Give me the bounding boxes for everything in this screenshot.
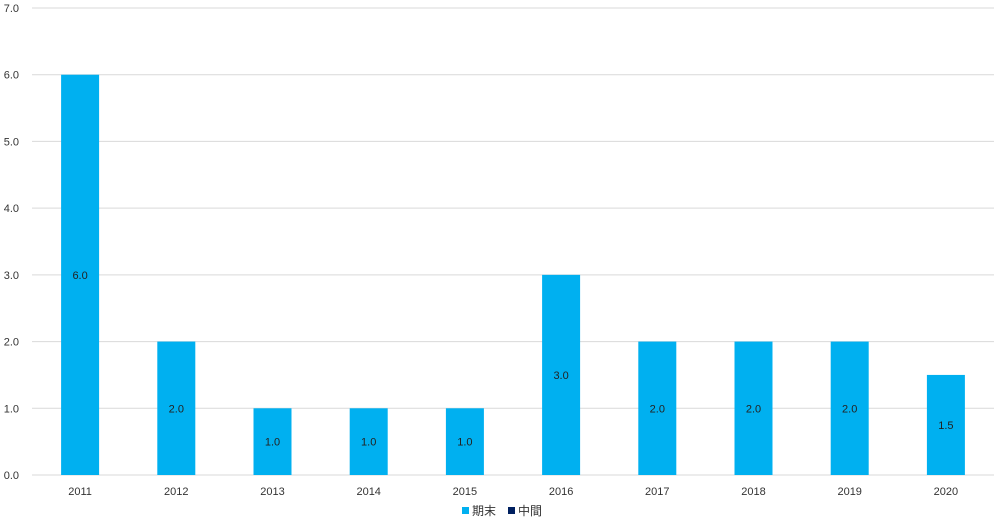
y-tick-label: 1.0: [4, 403, 19, 415]
y-tick-label: 2.0: [4, 337, 19, 349]
y-tick-label: 3.0: [4, 270, 19, 282]
x-tick-label: 2020: [934, 486, 958, 498]
data-label: 3.0: [553, 370, 568, 382]
bar: [253, 408, 292, 475]
data-label: 2.0: [650, 403, 665, 415]
bar: [445, 408, 484, 475]
bar: [926, 374, 965, 475]
x-tick-label: 2018: [741, 486, 765, 498]
x-tick-label: 2015: [453, 486, 477, 498]
legend-swatch: [508, 507, 515, 514]
x-tick-label: 2012: [164, 486, 188, 498]
bar: [638, 341, 677, 475]
bar: [61, 74, 100, 475]
x-tick-label: 2017: [645, 486, 669, 498]
x-tick-label: 2019: [837, 486, 861, 498]
y-tick-label: 7.0: [4, 3, 19, 15]
data-label: 1.0: [361, 437, 376, 449]
y-tick-label: 4.0: [4, 203, 19, 215]
x-tick-label: 2013: [260, 486, 284, 498]
data-label: 6.0: [72, 270, 87, 282]
bar: [542, 274, 581, 475]
bar: [830, 341, 869, 475]
data-label: 1.5: [938, 420, 953, 432]
legend-label: 中間: [518, 503, 542, 518]
legend-label: 期末: [472, 504, 496, 518]
data-label: 1.0: [265, 437, 280, 449]
x-tick-label: 2014: [356, 486, 380, 498]
bar: [157, 341, 196, 475]
y-tick-label: 5.0: [4, 136, 19, 148]
bar: [349, 408, 388, 475]
legend-swatch: [462, 507, 469, 514]
data-label: 2.0: [746, 403, 761, 415]
y-tick-label: 0.0: [4, 470, 19, 482]
x-tick-label: 2011: [68, 486, 92, 498]
data-label: 2.0: [169, 403, 184, 415]
x-tick-label: 2016: [549, 486, 573, 498]
bar: [734, 341, 773, 475]
data-label: 1.0: [457, 437, 472, 449]
data-label: 2.0: [842, 403, 857, 415]
y-tick-label: 6.0: [4, 70, 19, 82]
